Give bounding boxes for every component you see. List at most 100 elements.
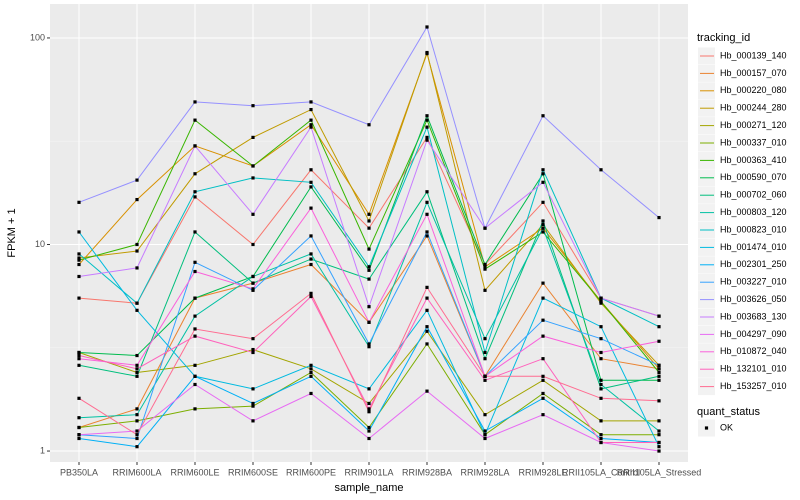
point xyxy=(541,281,545,285)
point xyxy=(657,374,661,378)
point xyxy=(193,314,197,318)
x-tick-label: RRIM901LA xyxy=(344,467,393,477)
point xyxy=(309,294,313,299)
point xyxy=(193,334,197,338)
point xyxy=(77,230,81,234)
point xyxy=(599,296,603,300)
point xyxy=(541,391,545,396)
point xyxy=(135,363,139,367)
x-tick-label: RRIM928LA xyxy=(460,467,509,477)
point xyxy=(309,123,313,127)
legend-label: Hb_003227_010 xyxy=(720,277,787,287)
point xyxy=(425,118,429,122)
point xyxy=(135,249,139,253)
point xyxy=(599,396,603,400)
x-tick-label: RRIM600SE xyxy=(228,467,278,477)
point xyxy=(309,367,313,371)
legend-label: Hb_000803_120 xyxy=(720,207,787,217)
point xyxy=(135,374,139,378)
x-tick-label: RRIM928LE xyxy=(518,467,567,477)
point xyxy=(425,25,429,29)
point xyxy=(599,433,603,437)
point xyxy=(483,357,487,361)
point xyxy=(77,256,81,260)
point xyxy=(77,350,81,355)
point xyxy=(657,449,661,453)
point xyxy=(425,212,429,216)
point xyxy=(483,429,487,433)
point xyxy=(483,288,487,292)
point xyxy=(541,413,545,417)
point xyxy=(657,378,661,382)
point xyxy=(657,325,661,329)
x-tick-label: RRIM600LE xyxy=(170,467,219,477)
point xyxy=(425,50,429,55)
legend-label: Hb_000702_060 xyxy=(720,190,787,200)
point xyxy=(309,252,313,256)
point xyxy=(193,374,197,378)
point xyxy=(657,419,661,423)
point xyxy=(367,226,371,230)
point xyxy=(367,212,371,216)
point xyxy=(77,252,81,256)
point xyxy=(251,212,255,216)
point xyxy=(77,433,81,437)
point xyxy=(193,190,197,194)
point xyxy=(425,296,429,300)
point xyxy=(251,274,255,279)
point xyxy=(135,308,139,312)
legend-label: Hb_132101_010 xyxy=(720,364,787,374)
point xyxy=(541,114,545,118)
point xyxy=(251,281,255,285)
point xyxy=(541,219,545,223)
point xyxy=(425,200,429,204)
point xyxy=(309,234,313,238)
point xyxy=(483,267,487,271)
point xyxy=(657,399,661,403)
point xyxy=(135,266,139,270)
point xyxy=(367,247,371,251)
legend-label: Hb_000220_080 xyxy=(720,85,787,95)
point xyxy=(425,285,429,289)
point xyxy=(367,268,371,272)
x-tick-label: PB350LA xyxy=(60,467,98,477)
point xyxy=(77,296,81,300)
legend-label: Hb_000363_410 xyxy=(720,155,787,165)
point xyxy=(251,176,255,180)
point xyxy=(541,200,545,204)
point xyxy=(309,118,313,122)
legend-label: Hb_000157_070 xyxy=(720,68,787,78)
point xyxy=(193,407,197,411)
legend-label: Hb_004297_090 xyxy=(720,329,787,339)
point xyxy=(483,378,487,382)
point xyxy=(309,107,313,112)
point xyxy=(425,325,429,329)
point xyxy=(135,301,139,305)
legend-label: Hb_002301_250 xyxy=(720,259,787,269)
point xyxy=(425,329,429,333)
point xyxy=(599,357,603,361)
point xyxy=(657,429,661,433)
point xyxy=(657,215,661,220)
point xyxy=(425,230,429,234)
point xyxy=(541,172,545,176)
point xyxy=(425,190,429,194)
point xyxy=(193,230,197,234)
point xyxy=(483,433,487,437)
point xyxy=(135,367,139,371)
point xyxy=(483,265,487,269)
point xyxy=(309,168,313,172)
point xyxy=(135,353,139,358)
point-legend-title: quant_status xyxy=(697,406,760,418)
x-tick-label: RRIM928BA xyxy=(402,467,452,477)
point xyxy=(483,226,487,230)
point xyxy=(251,401,255,406)
point xyxy=(541,296,545,300)
point xyxy=(77,258,81,262)
point xyxy=(425,234,429,238)
point xyxy=(77,353,81,358)
point xyxy=(193,260,197,264)
y-tick-label: 10 xyxy=(35,239,45,249)
point xyxy=(425,114,429,118)
point xyxy=(599,436,603,441)
